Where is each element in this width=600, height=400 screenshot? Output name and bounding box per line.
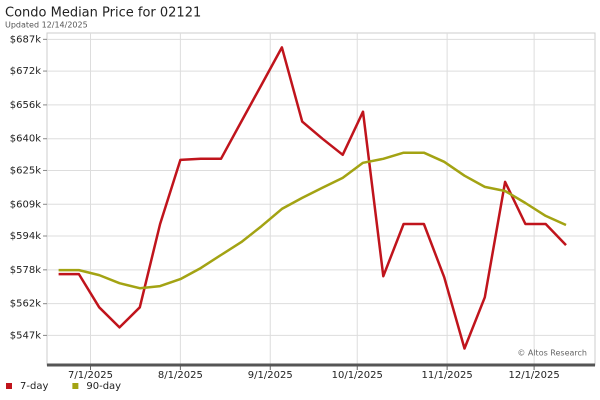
series-line [58,151,567,290]
x-tick-label: 10/1/2025 [332,370,383,381]
y-tick-label: $672k [10,66,41,77]
y-tick-label: $656k [10,100,41,111]
y-tick-label: $687k [10,34,41,45]
y-tick-label: $594k [10,231,41,242]
y-tick-label: $609k [10,199,41,210]
legend-label: 90-day [86,381,121,392]
chart-subtitle: Updated 12/14/2025 [5,21,88,30]
legend-swatch [72,383,79,389]
y-tick-label: $547k [10,330,41,341]
watermark: © Altos Research [517,349,587,358]
y-tick-label: $625k [10,165,41,176]
legend-label: 7-day [20,381,48,392]
x-tick-label: 7/1/2025 [68,370,113,381]
y-tick-label: $578k [10,265,41,276]
series-line [58,46,567,350]
legend-swatch [6,383,12,389]
y-tick-label: $562k [10,299,41,310]
x-tick-label: 11/1/2025 [421,370,472,381]
y-tick-label: $640k [10,134,41,145]
x-tick-label: 12/1/2025 [508,370,559,381]
x-tick-label: 8/1/2025 [158,370,203,381]
x-tick-label: 9/1/2025 [248,370,293,381]
chart-title: Condo Median Price for 02121 [5,6,201,21]
